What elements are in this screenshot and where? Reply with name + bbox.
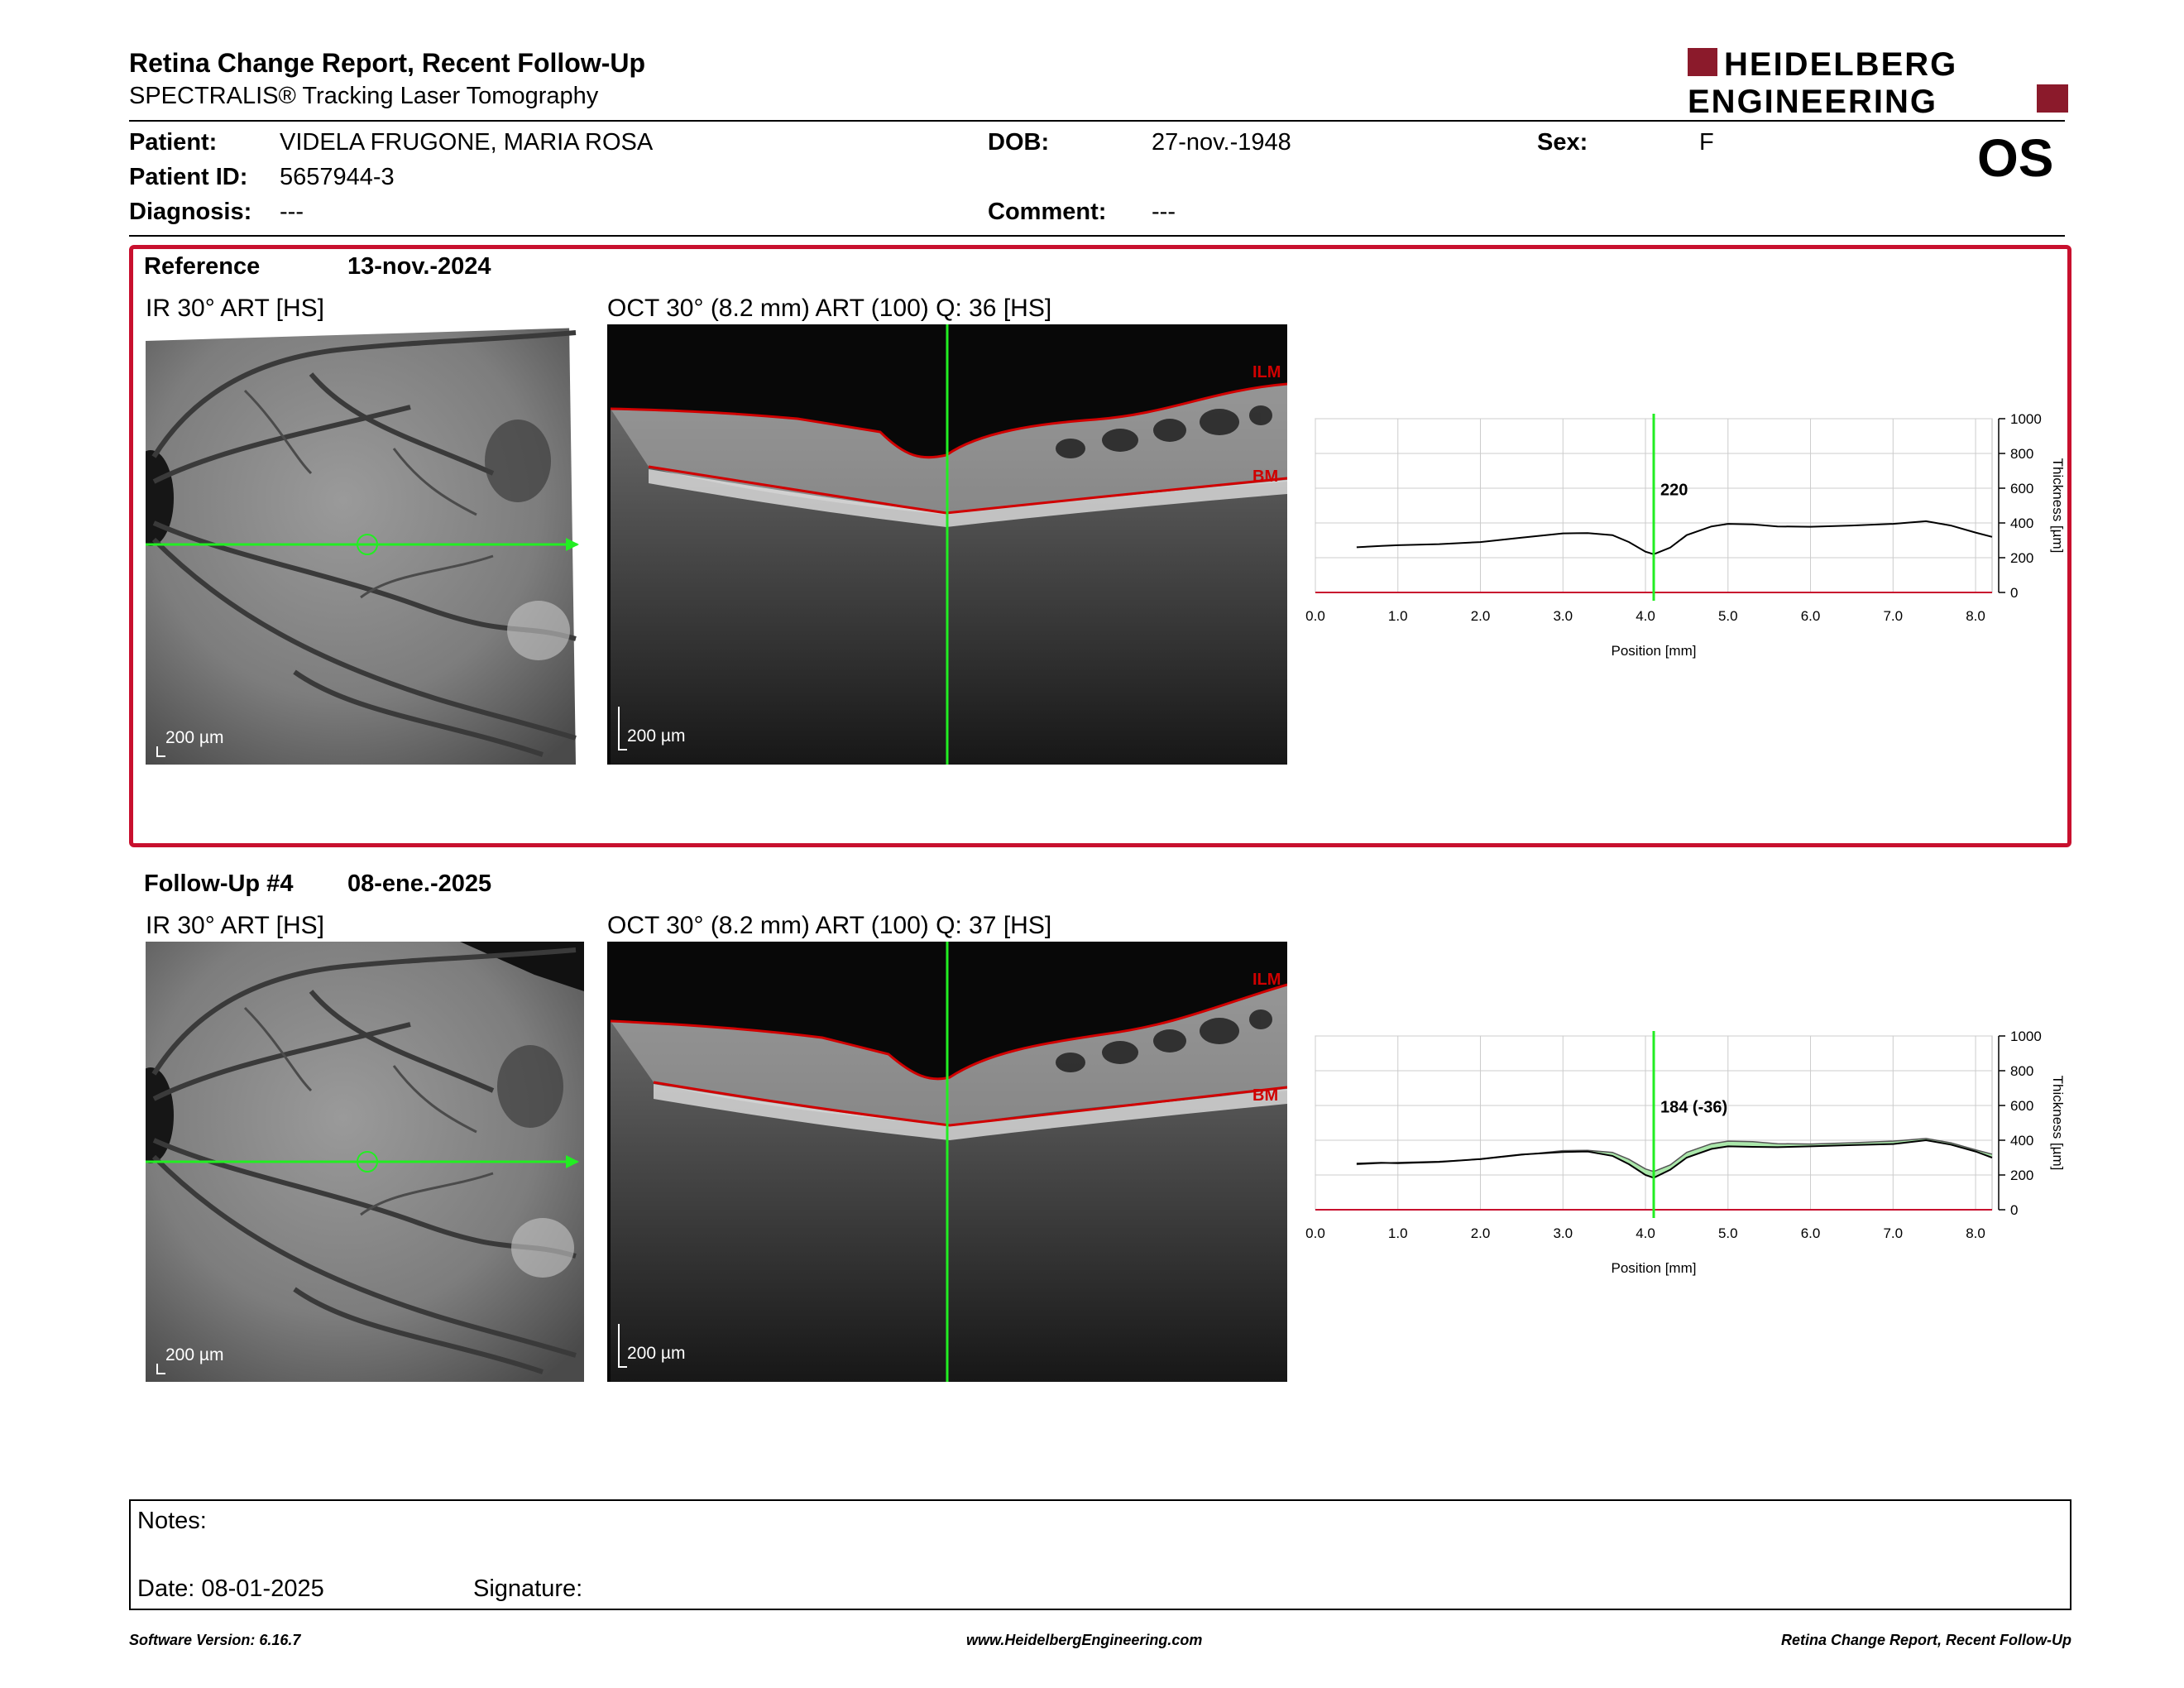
x-tick-label: 7.0 xyxy=(1883,1225,1903,1241)
report-title: Retina Change Report, Recent Follow-Up xyxy=(129,48,646,78)
x-tick-label: 0.0 xyxy=(1305,608,1325,624)
y-tick-label: 800 xyxy=(2010,446,2033,462)
followup-ir-scale-label: 200 µm xyxy=(165,1345,224,1364)
footer-website-link[interactable]: www.HeidelbergEngineering.com xyxy=(966,1632,1203,1648)
thickness-series-line xyxy=(1356,520,1993,555)
chart-grid xyxy=(1315,418,2000,593)
cursor-value-label: 184 (-36) xyxy=(1660,1098,1727,1116)
reference-section-box xyxy=(129,245,2071,847)
followup-oct-bscan[interactable]: ILM BM 200 µm xyxy=(607,942,1287,1382)
chart-grid xyxy=(1315,1035,2000,1211)
patient-id-value: 5657944-3 xyxy=(280,164,395,190)
ilm-boundary-line xyxy=(610,382,1287,459)
reference-ir-scale-label: 200 µm xyxy=(165,728,224,747)
y-axis-label: Thickness [µm] xyxy=(2050,1076,2066,1171)
ilm-label: ILM xyxy=(1252,971,1281,989)
footer-software-version: Software Version: 6.16.7 xyxy=(129,1632,301,1648)
patient-divider xyxy=(129,235,2065,237)
x-tick-label: 2.0 xyxy=(1471,608,1491,624)
reference-date: 13-nov.-2024 xyxy=(347,253,491,280)
reference-oct-bscan[interactable]: ILM BM 200 µm xyxy=(607,324,1287,765)
signature-label: Signature: xyxy=(473,1575,583,1602)
x-axis-label: Position [mm] xyxy=(1612,1260,1697,1276)
x-tick-label: 4.0 xyxy=(1636,1225,1655,1241)
y-tick-label: 0 xyxy=(2010,1202,2018,1218)
followup-oct-title: OCT 30° (8.2 mm) ART (100) Q: 37 [HS] xyxy=(607,912,1052,939)
footer-report-name: Retina Change Report, Recent Follow-Up xyxy=(1780,1632,2071,1648)
dob-label: DOB: xyxy=(988,129,1050,156)
y-tick-label: 600 xyxy=(2010,1098,2033,1114)
x-tick-label: 6.0 xyxy=(1801,608,1821,624)
patient-name: VIDELA FRUGONE, MARIA ROSA xyxy=(280,129,654,156)
eye-laterality: OS xyxy=(1977,128,2054,188)
y-tick-label: 400 xyxy=(2010,1133,2033,1149)
y-tick-label: 1000 xyxy=(2010,1031,2042,1044)
x-tick-label: 8.0 xyxy=(1966,608,1985,624)
x-axis-label: Position [mm] xyxy=(1612,643,1697,659)
notes-date: Date: 08-01-2025 xyxy=(137,1575,324,1602)
y-tick-label: 400 xyxy=(2010,516,2033,531)
x-tick-label: 3.0 xyxy=(1553,608,1573,624)
heidelberg-logo: HEIDELBERG ENGINEERING xyxy=(1688,46,2068,116)
reference-ir-fundus-image[interactable]: 200 µm xyxy=(146,324,584,765)
x-tick-label: 1.0 xyxy=(1388,608,1408,624)
x-tick-label: 6.0 xyxy=(1801,1225,1821,1241)
fovea-marker xyxy=(357,534,378,555)
thickness-series-line xyxy=(1356,1139,1993,1179)
y-tick-label: 1000 xyxy=(2010,414,2042,427)
x-tick-label: 1.0 xyxy=(1388,1225,1408,1241)
notes-label: Notes: xyxy=(137,1508,207,1534)
y-axis-label: Thickness [µm] xyxy=(2050,458,2066,554)
comment-value: --- xyxy=(1152,199,1176,225)
bm-label: BM xyxy=(1252,1086,1278,1105)
x-tick-label: 5.0 xyxy=(1718,1225,1738,1241)
followup-oct-scale-label: 200 µm xyxy=(627,1344,686,1363)
x-tick-label: 0.0 xyxy=(1305,1225,1325,1241)
followup-ir-title: IR 30° ART [HS] xyxy=(146,912,324,939)
header-divider xyxy=(129,120,2065,122)
bm-label: BM xyxy=(1252,468,1278,486)
ilm-label: ILM xyxy=(1252,363,1281,381)
patient-id-label: Patient ID: xyxy=(129,164,248,190)
y-tick-label: 0 xyxy=(2010,585,2018,601)
reference-thickness-chart: 0.0 1.0 2.0 3.0 4.0 5.0 6.0 7.0 8.0 0 200 400 600 80… xyxy=(1305,414,2066,659)
x-tick-label: 3.0 xyxy=(1553,1225,1573,1241)
sex-value: F xyxy=(1699,129,1714,156)
y-tick-label: 200 xyxy=(2010,550,2033,566)
x-tick-label: 5.0 xyxy=(1718,608,1738,624)
dob-value: 27-nov.-1948 xyxy=(1152,129,1291,156)
fovea-marker xyxy=(357,1151,378,1172)
report-subtitle: SPECTRALIS® Tracking Laser Tomography xyxy=(129,83,599,109)
y-tick-label: 600 xyxy=(2010,481,2033,496)
logo-text-2: ENGINEERING xyxy=(1688,84,1937,116)
notes-box[interactable]: Notes: Date: 08-01-2025 Signature: xyxy=(129,1499,2071,1610)
x-tick-label: 2.0 xyxy=(1471,1225,1491,1241)
logo-text-1: HEIDELBERG xyxy=(1724,46,1957,83)
logo-block-left xyxy=(1688,48,1717,76)
comment-label: Comment: xyxy=(988,199,1107,225)
patient-label: Patient: xyxy=(129,129,218,156)
cursor-value-label: 220 xyxy=(1660,481,1688,499)
diagnosis-label: Diagnosis: xyxy=(129,199,252,225)
followup-thickness-chart: 0.0 1.0 2.0 3.0 4.0 5.0 6.0 7.0 8.0 0 200 400 600 80… xyxy=(1305,1031,2066,1276)
sex-label: Sex: xyxy=(1537,129,1588,156)
diagnosis-value: --- xyxy=(280,199,304,225)
reference-label: Reference xyxy=(144,253,261,280)
reference-oct-scale-label: 200 µm xyxy=(627,727,686,746)
x-tick-label: 4.0 xyxy=(1636,608,1655,624)
followup-label: Follow-Up #4 xyxy=(144,870,294,897)
y-tick-label: 800 xyxy=(2010,1063,2033,1079)
followup-date: 08-ene.-2025 xyxy=(347,870,492,897)
reference-ir-title: IR 30° ART [HS] xyxy=(146,295,324,322)
x-tick-label: 8.0 xyxy=(1966,1225,1985,1241)
ilm-boundary-line xyxy=(610,983,1287,1081)
y-tick-label: 200 xyxy=(2010,1168,2033,1183)
bm-boundary-line xyxy=(653,1081,1287,1127)
reference-oct-title: OCT 30° (8.2 mm) ART (100) Q: 36 [HS] xyxy=(607,295,1052,322)
logo-block-right xyxy=(2037,84,2068,113)
x-tick-label: 7.0 xyxy=(1883,608,1903,624)
followup-ir-fundus-image[interactable]: 200 µm xyxy=(146,942,584,1382)
